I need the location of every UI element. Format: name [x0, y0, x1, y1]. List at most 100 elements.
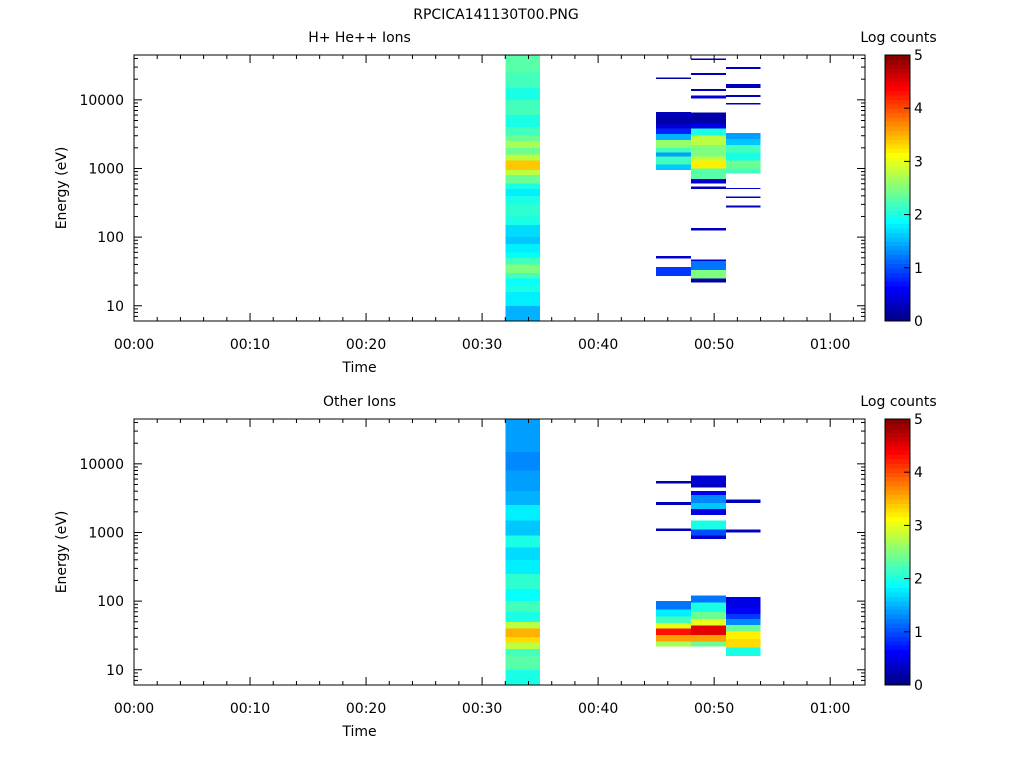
colorbar-swatch	[885, 458, 910, 464]
heatmap-cell	[505, 189, 541, 196]
heatmap-cell	[505, 547, 541, 560]
heatmap-cell	[725, 152, 761, 161]
heatmap-cell	[725, 132, 761, 139]
x-axis-label: Time	[341, 360, 376, 376]
heatmap-cell	[505, 305, 541, 321]
heatmap-cell	[505, 264, 541, 274]
heatmap-cell	[656, 77, 691, 80]
colorbar-swatch	[885, 436, 910, 442]
colorbar-swatch	[885, 676, 910, 682]
colorbar-swatch	[885, 307, 910, 313]
colorbar-swatch	[885, 481, 910, 487]
colorbar-swatch	[885, 294, 910, 300]
heatmap-cell	[690, 641, 726, 647]
y-axis-label: Energy (eV)	[54, 147, 70, 230]
heatmap-cell	[690, 495, 726, 503]
heatmap-cell	[725, 196, 761, 199]
heatmap-cell	[505, 273, 541, 279]
y-tick-label: 10000	[79, 93, 124, 109]
heatmap-cell	[505, 154, 541, 161]
colorbar-tick-label: 1	[914, 625, 923, 641]
heatmap-cell	[725, 631, 761, 640]
heatmap-cell	[725, 529, 761, 533]
colorbar-swatch	[885, 108, 910, 114]
colorbar-swatch	[885, 214, 910, 220]
colorbar-swatch	[885, 143, 910, 149]
colorbar-swatch	[885, 156, 910, 162]
colorbar-swatch	[885, 77, 910, 83]
colorbar-swatch	[885, 250, 910, 256]
colorbar-tick-label: 4	[914, 465, 923, 481]
heatmap-cell	[505, 252, 541, 258]
heatmap-cell	[725, 639, 761, 648]
panel-1: H+ He++ Ions 00:00 00:10 00:20 00:30 00:40 00:…	[54, 30, 937, 376]
colorbar-swatch	[885, 423, 910, 429]
colorbar-swatch	[885, 583, 910, 589]
colorbar-swatch	[885, 649, 910, 655]
heatmap-cell	[656, 256, 691, 259]
colorbar-swatch	[885, 596, 910, 602]
heatmap-cell	[725, 94, 761, 97]
heatmap-cell	[690, 611, 726, 619]
heatmap-cell	[656, 528, 691, 532]
colorbar-swatch	[885, 134, 910, 140]
colorbar-swatch	[885, 59, 910, 65]
heatmap-cell	[690, 88, 726, 91]
heatmap-cell	[505, 628, 541, 638]
heatmap-cell	[505, 589, 541, 602]
heatmap-cell	[725, 138, 761, 145]
x-tick-label: 00:50	[694, 701, 734, 717]
colorbar-swatch	[885, 631, 910, 637]
colorbar-swatch	[885, 267, 910, 273]
panel-2: Other Ions 00:00 00:10 00:20 00:30 00:40 00:50…	[54, 394, 937, 740]
colorbar-swatch	[885, 68, 910, 74]
colorbar-swatch	[885, 223, 910, 229]
heatmap-cell	[505, 505, 541, 521]
colorbar-swatch	[885, 645, 910, 651]
heatmap-cell	[690, 112, 726, 124]
colorbar-swatch	[885, 72, 910, 78]
x-tick-label: 01:00	[810, 701, 850, 717]
heatmap-cell	[505, 72, 541, 88]
heatmap-cell	[505, 655, 541, 670]
colorbar-swatch	[885, 272, 910, 278]
heatmap-cell	[690, 535, 726, 540]
heatmap-cell	[656, 128, 691, 134]
y-tick-label: 10	[106, 299, 124, 315]
colorbar-swatch	[885, 245, 910, 251]
heatmap-cell	[505, 195, 541, 205]
heatmap-cell	[656, 635, 691, 642]
y-tick-label: 100	[97, 594, 124, 610]
colorbar-swatch	[885, 170, 910, 176]
heatmap-cell	[656, 601, 691, 610]
colorbar-swatch	[885, 254, 910, 260]
heatmap-cell	[690, 179, 726, 184]
colorbar-swatch	[885, 605, 910, 611]
heatmap-cell	[505, 183, 541, 190]
heatmap-cell	[690, 128, 726, 136]
colorbar: 0 1 2 3 4 5 Log counts	[860, 394, 936, 694]
colorbar-swatch	[885, 276, 910, 282]
heatmap-cell	[725, 647, 761, 656]
colorbar-swatch	[885, 574, 910, 580]
colorbar-swatch	[885, 236, 910, 242]
colorbar-frame	[884, 54, 911, 322]
panels: H+ He++ Ions 00:00 00:10 00:20 00:30 00:40 00:…	[54, 30, 937, 740]
heatmap-cell	[656, 164, 691, 171]
colorbar-swatch	[885, 432, 910, 438]
heatmap-cell	[505, 520, 541, 536]
colorbar-swatch	[885, 281, 910, 287]
heatmap-cell	[725, 618, 761, 625]
colorbar-swatch	[885, 476, 910, 482]
colorbar-tick-label: 2	[914, 208, 923, 224]
colorbar-swatch	[885, 219, 910, 225]
heatmap-cell	[725, 67, 761, 70]
heatmap-cell	[690, 635, 726, 642]
heatmap-cell	[505, 87, 541, 100]
colorbar-swatch	[885, 547, 910, 553]
colorbar-label: Log counts	[860, 394, 936, 410]
colorbar-swatch	[885, 174, 910, 180]
heatmap-cell	[505, 160, 541, 171]
heatmap-cell	[725, 168, 761, 174]
colorbar-swatch	[885, 148, 910, 154]
